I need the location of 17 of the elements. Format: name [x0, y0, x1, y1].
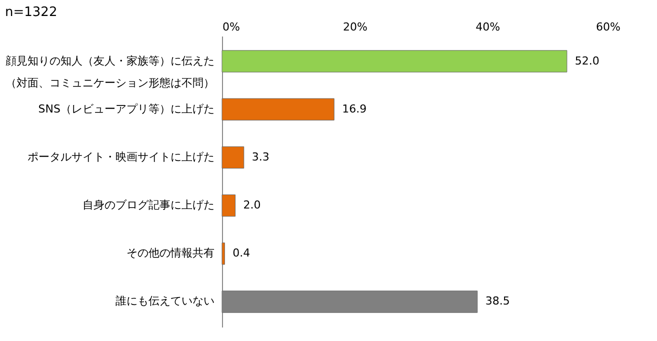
y-tick-label: ポータルサイト・映画サイトに上げた [28, 150, 214, 164]
text: n=1322 [5, 5, 58, 20]
data-label: 38.5 [485, 294, 510, 308]
y-tick-label: 自身のブログ記事に上げた [82, 198, 214, 212]
data-label: 52.0 [574, 54, 600, 68]
data-label: 3.3 [252, 150, 270, 164]
y-tick-label: SNS（レビューアプリ等）に上げた [38, 102, 214, 116]
x-tick-label: 20% [342, 20, 368, 34]
y-tick-label: 顔見知りの知人（友人・家族等）に伝えた（対面、コミュニケーション形態は不問） [6, 54, 214, 90]
data-label: 16.9 [342, 102, 367, 116]
x-tick-label: 40% [476, 20, 500, 34]
data-label: 0.4 [232, 246, 250, 260]
x-tick-label: 0% [222, 20, 240, 34]
y-tick-label: 誰にも伝えていない [116, 294, 214, 308]
data-label: 2.0 [243, 198, 261, 212]
y-tick-label: その他の情報共有 [126, 246, 214, 260]
x-tick-label: 60% [596, 20, 620, 34]
